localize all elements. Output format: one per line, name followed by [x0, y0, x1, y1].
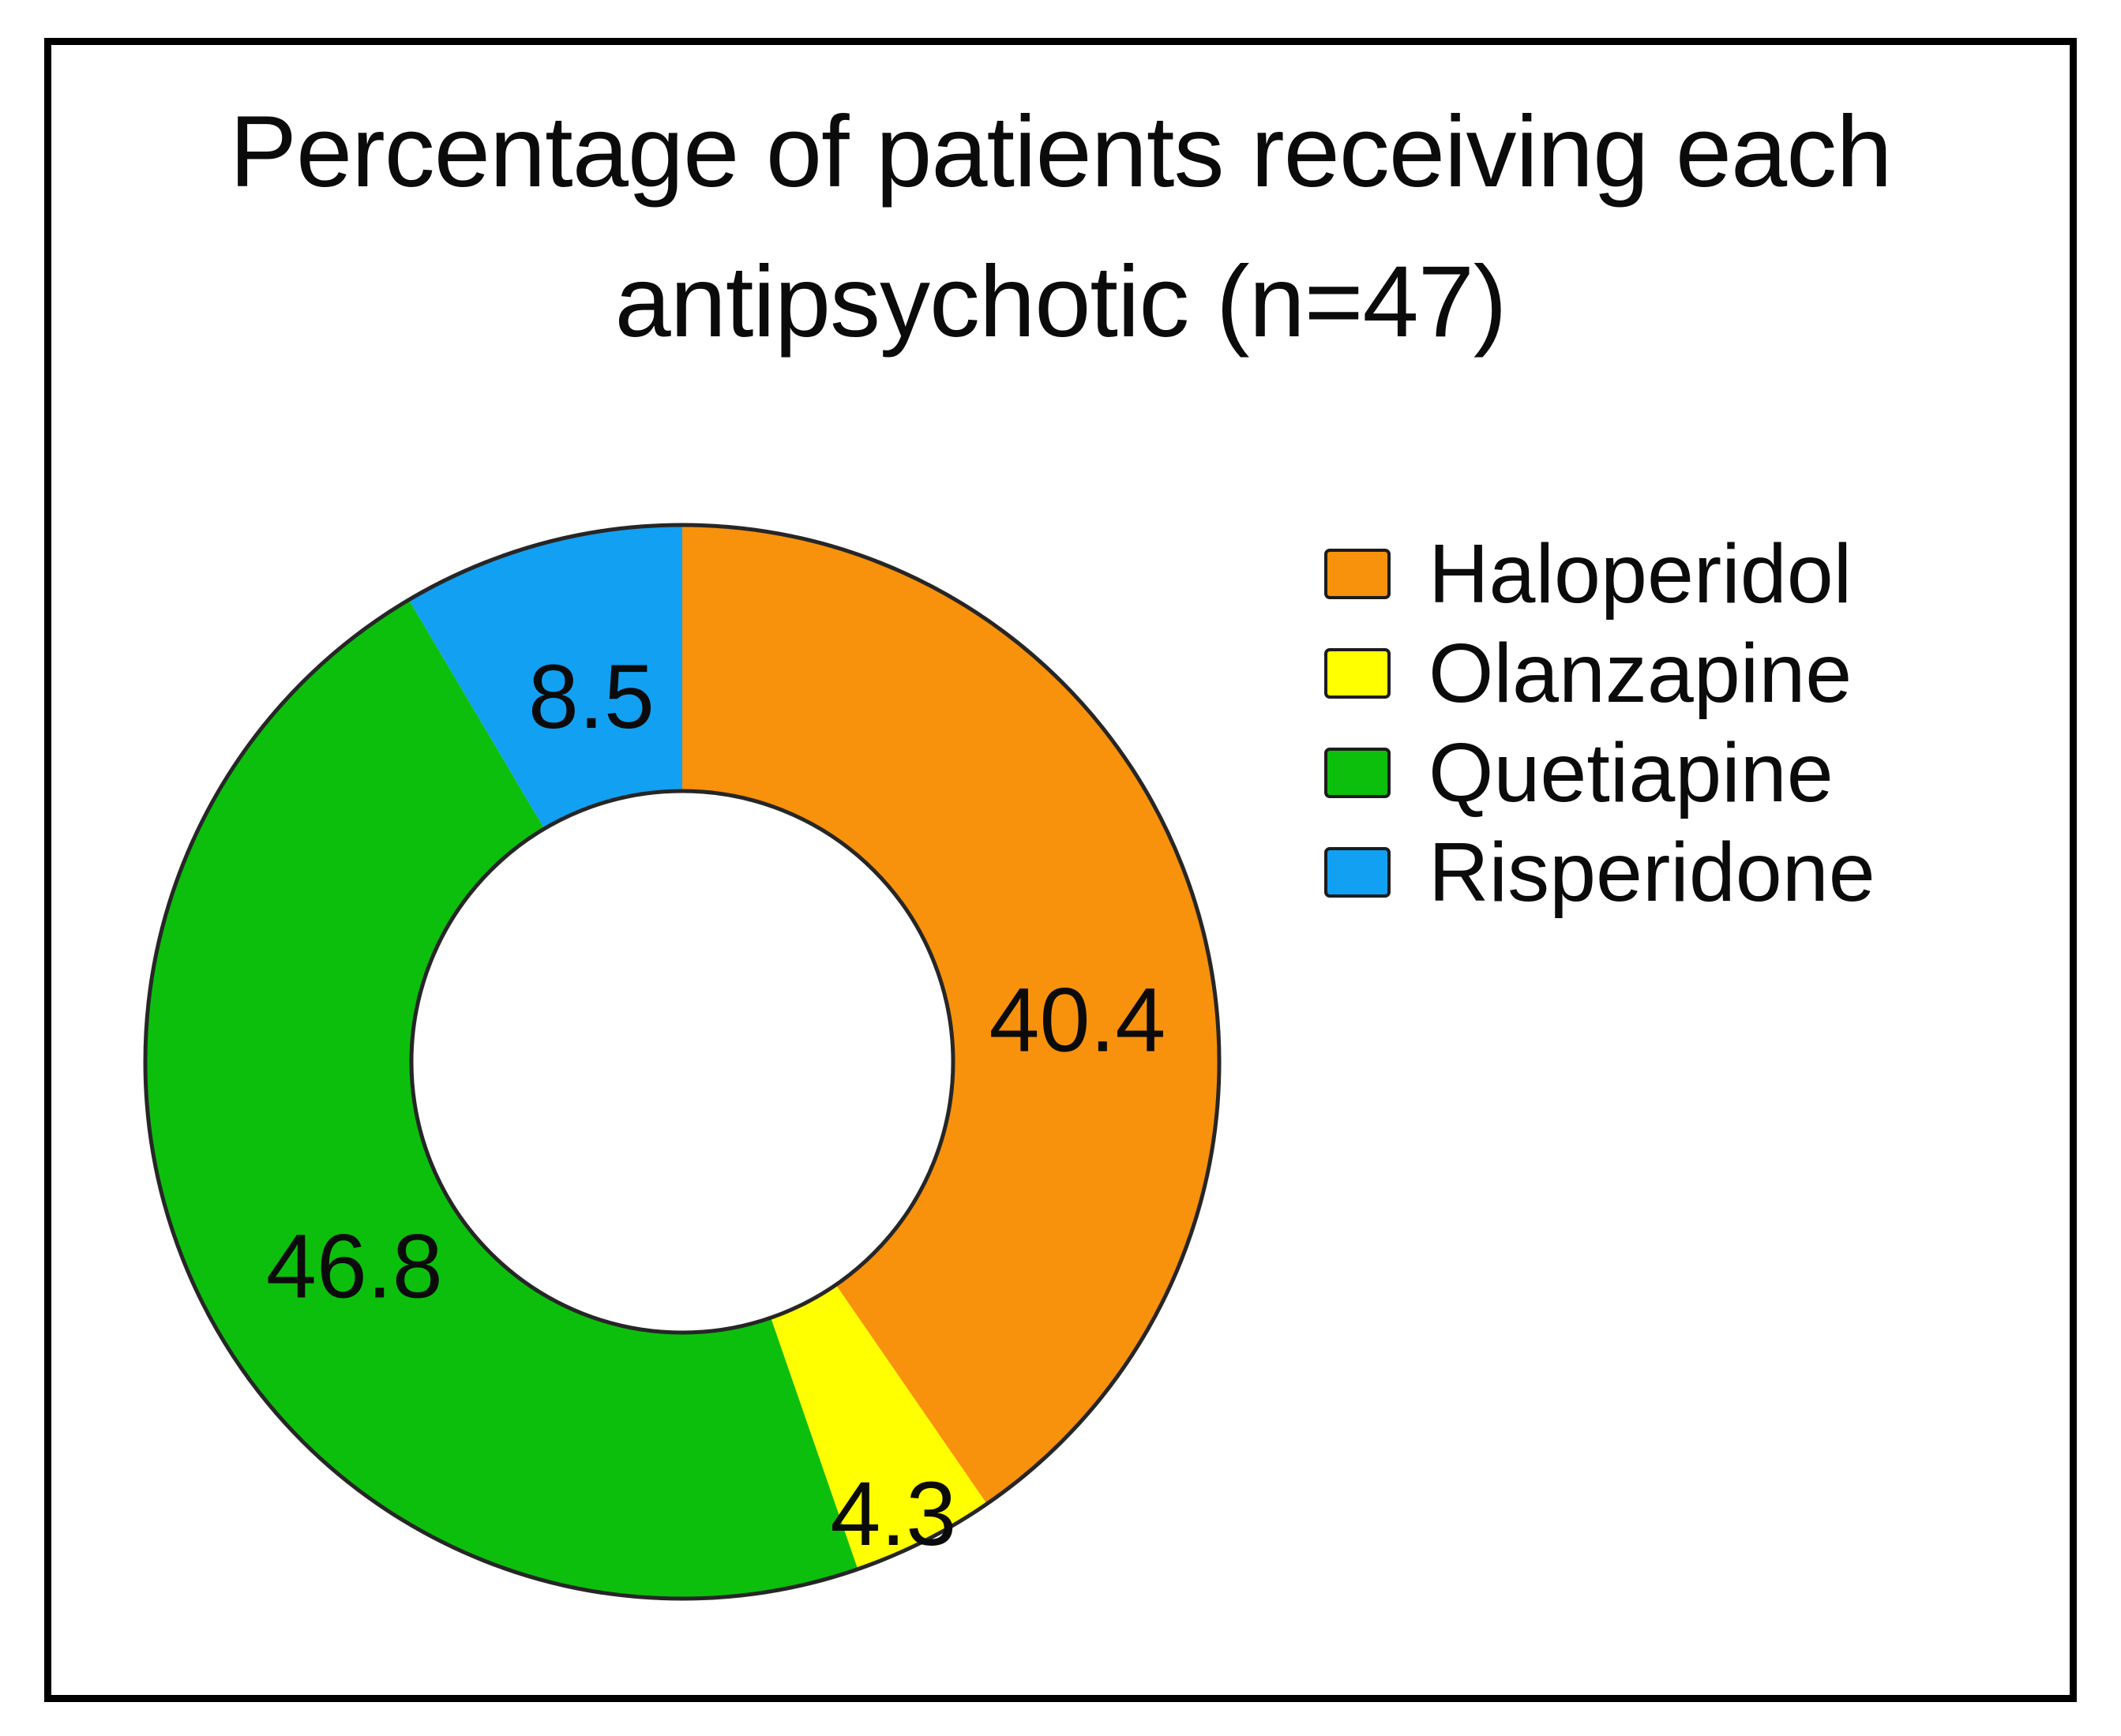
slice-value-label-risperidone: 8.5	[528, 647, 655, 748]
legend-swatch-quetiapine	[1324, 748, 1391, 798]
legend-swatch-olanzapine	[1324, 648, 1391, 699]
chart-title-line2: antipsychotic (n=47)	[614, 246, 1507, 358]
legend-item-risperidone: Risperidone	[1324, 826, 1875, 919]
slice-value-label-olanzapine: 4.3	[830, 1464, 956, 1565]
slice-value-label-haloperidol: 40.4	[989, 969, 1166, 1070]
chart-title-line1: Percentage of patients receiving each	[229, 96, 1893, 208]
legend-swatch-haloperidol	[1324, 549, 1391, 599]
donut-inner-outline	[409, 789, 955, 1335]
chart-legend: Haloperidol Olanzapine Quetiapine Risperido…	[1324, 527, 1875, 919]
legend-label-haloperidol: Haloperidol	[1428, 527, 1853, 621]
slice-value-label-quetiapine: 46.8	[266, 1216, 443, 1317]
chart-title: Percentage of patients receiving each an…	[55, 77, 2066, 377]
donut-chart: 40.4 4.3 46.8 8.5	[143, 523, 1222, 1601]
legend-label-olanzapine: Olanzapine	[1428, 627, 1853, 720]
legend-item-quetiapine: Quetiapine	[1324, 726, 1875, 819]
donut-outer-outline	[143, 523, 1222, 1601]
legend-swatch-risperidone	[1324, 847, 1391, 898]
legend-label-quetiapine: Quetiapine	[1428, 726, 1834, 819]
legend-label-risperidone: Risperidone	[1428, 826, 1875, 919]
legend-item-olanzapine: Olanzapine	[1324, 627, 1875, 720]
pie-slice-risperidone	[408, 525, 682, 829]
pie-slice-olanzapine	[771, 1284, 987, 1569]
legend-item-haloperidol: Haloperidol	[1324, 527, 1875, 621]
pie-slice-quetiapine	[145, 599, 858, 1599]
